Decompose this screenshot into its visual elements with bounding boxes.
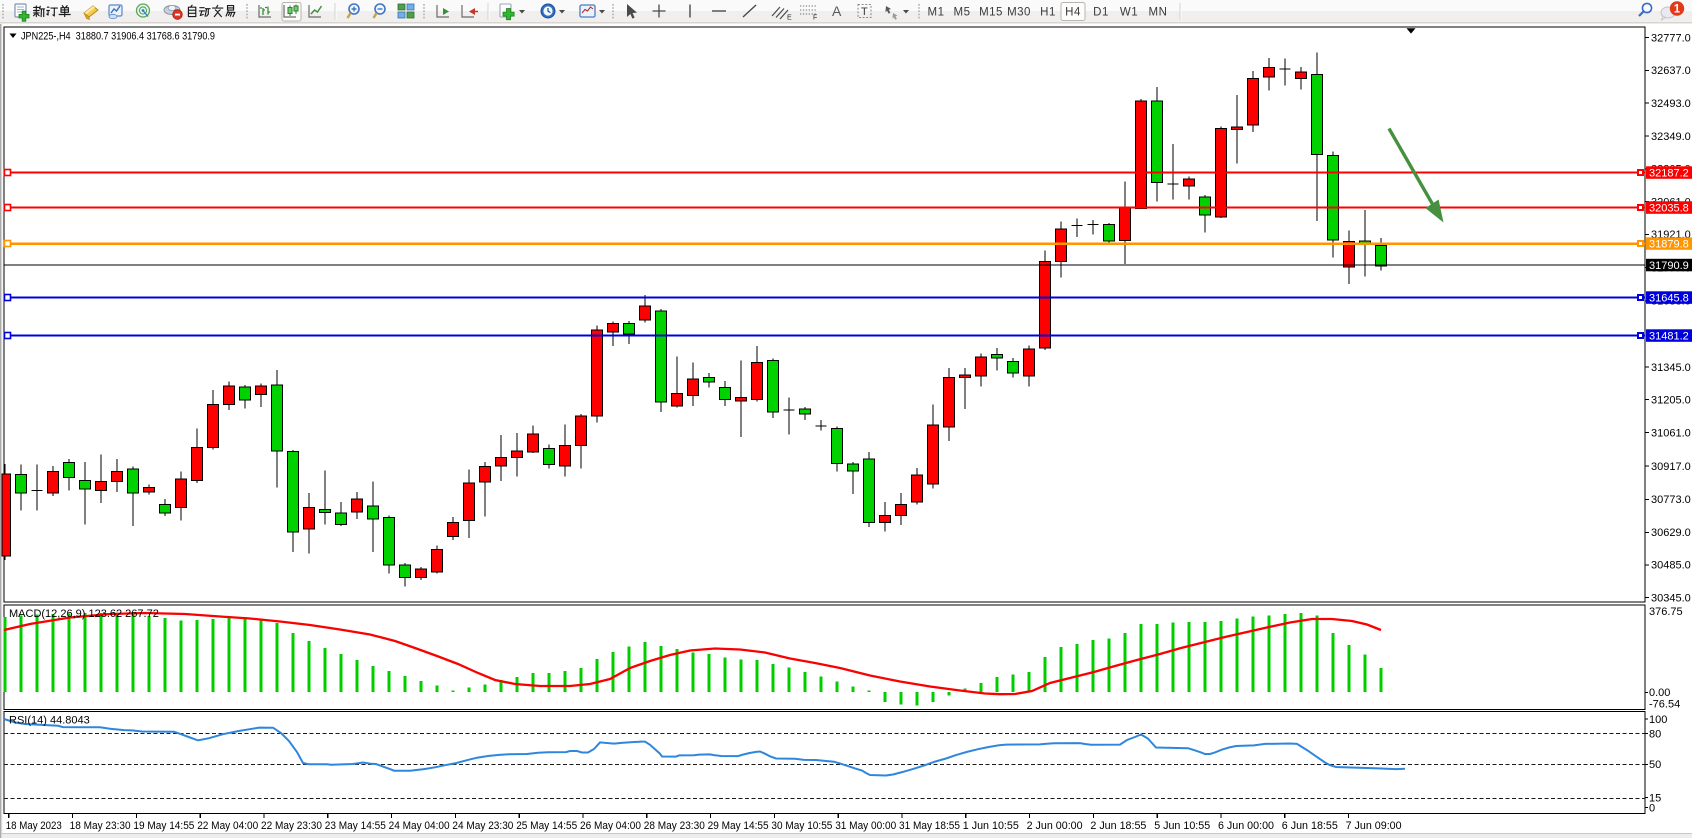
svg-text:7 Jun 09:00: 7 Jun 09:00	[1346, 820, 1402, 832]
svg-text:F: F	[813, 15, 817, 22]
svg-text:1: 1	[1674, 4, 1681, 16]
svg-text:22 May 04:00: 22 May 04:00	[197, 820, 258, 832]
svg-text:32349.0: 32349.0	[1651, 131, 1691, 143]
svg-text:30917.0: 30917.0	[1651, 461, 1691, 473]
svg-text:31 May 18:55: 31 May 18:55	[899, 820, 960, 832]
svg-text:31 May 00:00: 31 May 00:00	[835, 820, 896, 832]
svg-text:376.75: 376.75	[1649, 606, 1683, 618]
svg-text:E: E	[787, 15, 792, 22]
svg-text:31061.0: 31061.0	[1651, 427, 1691, 439]
svg-text:19 May 14:55: 19 May 14:55	[133, 820, 194, 832]
svg-text:18 May 2023: 18 May 2023	[6, 820, 62, 832]
svg-text:H1: H1	[1040, 7, 1056, 19]
svg-text:M15: M15	[979, 7, 1003, 19]
svg-text:6 Jun 18:55: 6 Jun 18:55	[1282, 820, 1338, 832]
svg-text:30 May 10:55: 30 May 10:55	[771, 820, 832, 832]
svg-text:32637.0: 32637.0	[1651, 65, 1691, 77]
svg-text:25 May 14:55: 25 May 14:55	[516, 820, 577, 832]
svg-text:24 May 04:00: 24 May 04:00	[389, 820, 450, 832]
svg-text:31879.8: 31879.8	[1649, 239, 1689, 251]
svg-text:31790.9: 31790.9	[1649, 260, 1689, 272]
svg-text:30773.0: 30773.0	[1651, 494, 1691, 506]
svg-text:26 May 04:00: 26 May 04:00	[580, 820, 641, 832]
svg-text:23 May 14:55: 23 May 14:55	[325, 820, 386, 832]
svg-text:M5: M5	[954, 7, 971, 19]
svg-text:0: 0	[1649, 802, 1655, 814]
svg-text:1 Jun 10:55: 1 Jun 10:55	[963, 820, 1019, 832]
svg-text:31481.2: 31481.2	[1649, 331, 1689, 343]
svg-text:32777.0: 32777.0	[1651, 32, 1691, 44]
svg-text:T: T	[861, 6, 868, 18]
svg-text:22 May 23:30: 22 May 23:30	[261, 820, 322, 832]
svg-text:MN: MN	[1149, 7, 1168, 19]
svg-text:RSI(14) 44.8043: RSI(14) 44.8043	[9, 715, 90, 727]
svg-text:32035.8: 32035.8	[1649, 203, 1689, 215]
svg-text:A: A	[832, 3, 842, 19]
svg-text:32493.0: 32493.0	[1651, 98, 1691, 110]
svg-text:30485.0: 30485.0	[1651, 560, 1691, 572]
svg-text:0.00: 0.00	[1649, 687, 1670, 699]
svg-text:80: 80	[1649, 728, 1661, 740]
svg-text:31645.8: 31645.8	[1649, 293, 1689, 305]
svg-text:32187.2: 32187.2	[1649, 168, 1689, 180]
svg-text:6 Jun 00:00: 6 Jun 00:00	[1218, 820, 1274, 832]
svg-text:2 Jun 18:55: 2 Jun 18:55	[1090, 820, 1146, 832]
svg-text:31345.0: 31345.0	[1651, 362, 1691, 374]
svg-text:2 Jun 00:00: 2 Jun 00:00	[1027, 820, 1083, 832]
svg-text:50: 50	[1649, 759, 1661, 771]
svg-text:24 May 23:30: 24 May 23:30	[452, 820, 513, 832]
svg-text:M30: M30	[1007, 7, 1031, 19]
svg-text:18 May 23:30: 18 May 23:30	[70, 820, 131, 832]
svg-text:W1: W1	[1120, 7, 1138, 19]
svg-text:29 May 14:55: 29 May 14:55	[708, 820, 769, 832]
svg-text:100: 100	[1649, 714, 1667, 726]
svg-text:30345.0: 30345.0	[1651, 592, 1691, 604]
svg-text:30629.0: 30629.0	[1651, 527, 1691, 539]
svg-text:15: 15	[1649, 792, 1661, 804]
svg-text:MACD(12,26,9) 123.62 267.72: MACD(12,26,9) 123.62 267.72	[9, 608, 159, 620]
svg-text:5 Jun 10:55: 5 Jun 10:55	[1154, 820, 1210, 832]
svg-text:M1: M1	[928, 7, 945, 19]
svg-text:-76.54: -76.54	[1649, 699, 1680, 711]
svg-text:JPN225-,H4 31880.7 31906.4 31: JPN225-,H4 31880.7 31906.4 31768.6 31790…	[21, 31, 215, 43]
svg-text:28 May 23:30: 28 May 23:30	[644, 820, 705, 832]
svg-text:31205.0: 31205.0	[1651, 394, 1691, 406]
svg-text:D1: D1	[1093, 7, 1109, 19]
svg-text:H4: H4	[1065, 7, 1081, 19]
